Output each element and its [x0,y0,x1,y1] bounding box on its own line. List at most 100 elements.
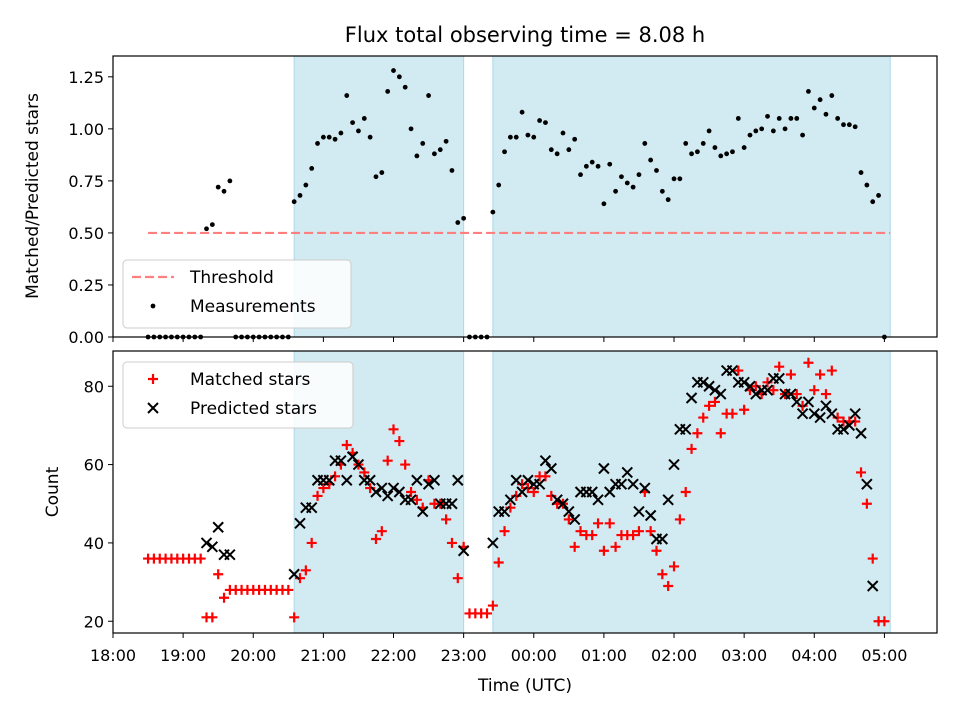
matched-stars-marker [628,530,639,541]
x-tick-label: 01:00 [581,646,627,665]
top-y-tick-label: 1.25 [68,68,104,87]
x-tick-label: 00:00 [511,646,557,665]
x-tick-label: 03:00 [721,646,767,665]
matched-stars-marker [341,440,352,450]
x-tick-label: 02:00 [651,646,697,665]
predicted-stars-marker [563,505,575,518]
matched-stars-marker [826,365,837,376]
matched-stars-marker [359,467,370,478]
matched-stars-marker [587,530,598,541]
matched-stars-marker [493,557,504,568]
predicted-stars-marker [352,458,365,471]
measurement-point [630,184,636,190]
matched-stars-marker [809,385,820,396]
measurement-point [356,128,361,134]
predicted-stars-marker [335,454,347,467]
measurement-point [525,132,531,138]
measurement-point [841,122,846,128]
measurement-point [654,168,659,173]
matched-stars-marker [785,369,796,380]
measurement-point [426,93,431,98]
measurement-point [204,226,209,232]
measurement-point [432,151,437,157]
measurement-point [496,182,502,188]
measurement-point [507,134,513,140]
matched-stars-marker [300,565,311,576]
measurement-point [309,166,315,171]
predicted-stars-marker [212,521,224,533]
matched-stars-marker [815,369,826,380]
measurement-point [776,116,782,121]
matched-stars-marker [657,569,668,580]
measurement-point [817,97,823,103]
top-legend-label: Threshold [189,268,274,288]
bottom-legend-label: Matched stars [190,370,310,390]
top-legend-swatch [150,303,156,309]
measurement-point [689,151,694,157]
measurement-point [747,132,753,138]
measurement-point [373,174,379,180]
matched-stars-marker [289,612,300,623]
measurement-point [700,141,706,146]
predicted-stars-marker [387,482,400,494]
measurement-point [578,172,583,178]
matched-stars-marker [791,389,802,400]
predicted-stars-marker [744,380,756,392]
matched-stars-marker [195,553,206,564]
predicted-stars-marker [703,380,715,392]
matched-stars-marker [803,357,814,368]
x-tick-label: 18:00 [90,646,136,665]
measurement-point [870,199,876,205]
measurement-point [782,126,788,132]
matched-stars-marker [633,526,644,537]
predicted-stars-marker [516,486,528,498]
predicted-stars-marker [843,419,856,432]
matched-stars-marker [382,455,393,466]
measurement-point [303,182,309,188]
bottom-legend-swatch [148,374,158,384]
predicted-stars-marker [446,498,458,510]
measurement-point [677,176,683,182]
matched-stars-marker [879,616,890,627]
matched-stars-marker [540,471,551,482]
predicted-stars-marker [697,376,709,389]
matched-stars-marker [674,514,685,525]
predicted-stars-marker [867,580,879,592]
measurement-point [560,130,566,136]
bottom-panel: 20 40 60 80 18:00 19:00 20:00 21:00 22:00 23:00 00… [84,350,938,665]
measurement-point [648,157,654,163]
predicted-stars-marker [206,541,219,553]
top-shaded-span [492,55,891,338]
predicted-stars-marker [422,478,435,490]
matched-stars-marker [727,408,738,419]
measurement-point [543,120,548,126]
measurement-point [350,120,356,126]
matched-stars-marker [499,526,510,537]
matched-stars-marker [768,385,779,396]
matched-stars-marker [312,490,323,501]
matched-stars-marker [669,561,680,572]
measurement-point [706,128,712,134]
predicted-stars-marker [487,537,499,549]
measurement-point [619,174,624,180]
matched-stars-marker [686,443,697,454]
top-axes-frame [112,55,938,338]
predicted-stars-marker [808,407,820,420]
predicted-stars-marker [568,513,581,526]
x-tick-label: 21:00 [300,646,346,665]
measurement-point [642,141,648,146]
bottom-y-tick-label: 20 [84,612,104,631]
measurement-point [537,118,543,123]
measurement-point [566,147,572,153]
x-tick-label: 19:00 [160,646,206,665]
measurement-point [607,161,613,167]
measurement-point [765,113,770,119]
matched-stars-marker [528,487,539,497]
measurement-point [513,134,519,140]
matched-stars-marker [207,612,218,623]
matched-stars-marker [733,365,744,376]
predicted-stars-marker [761,384,774,396]
predicted-stars-marker [405,494,417,506]
matched-stars-marker [411,494,422,505]
measurement-point [344,93,350,98]
